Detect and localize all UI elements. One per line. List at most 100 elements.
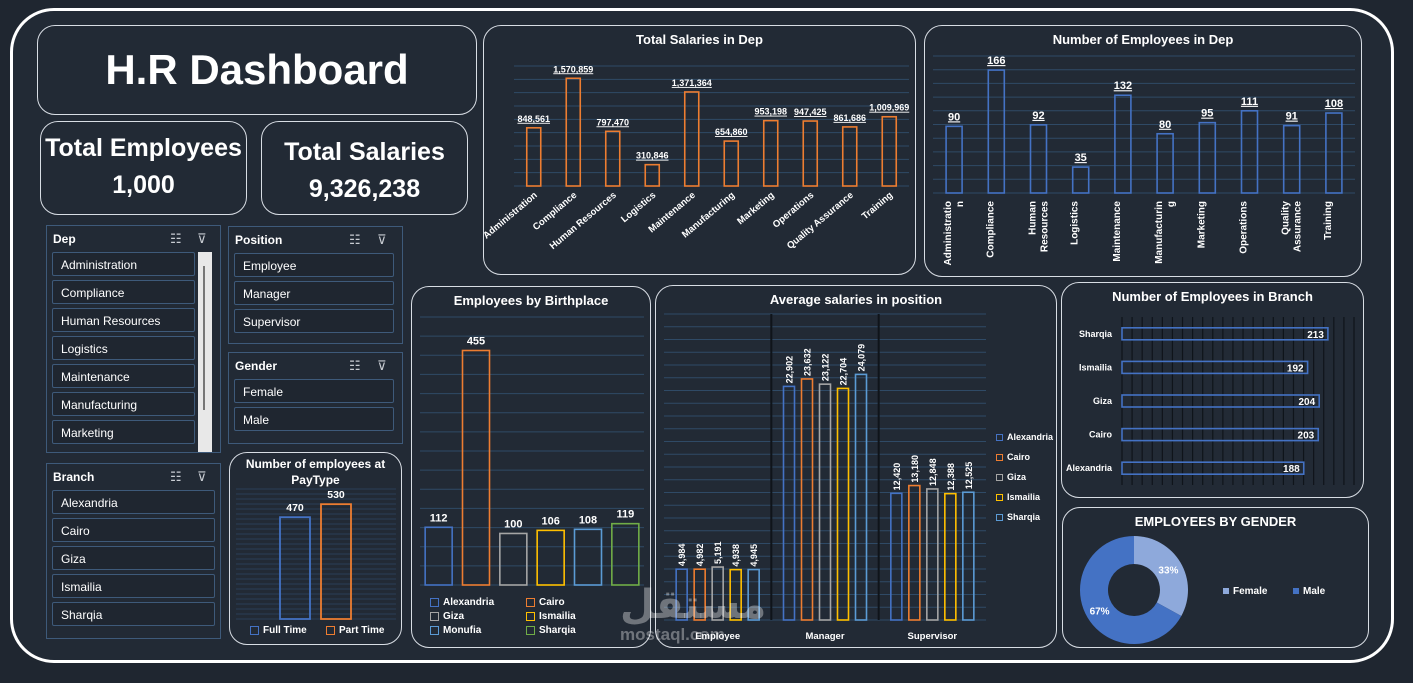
slicer-item-manufacturing[interactable]: Manufacturing xyxy=(52,392,195,416)
bar xyxy=(565,77,582,187)
tick-label: Quality Assurance xyxy=(785,190,856,252)
slicer-item-ismailia[interactable]: Ismailia xyxy=(52,574,215,598)
legend-label: Monufia xyxy=(443,625,482,636)
tick-label: Operations xyxy=(1239,201,1250,254)
data-label: 92 xyxy=(1032,110,1044,122)
legend-item: Part Time xyxy=(326,625,384,636)
chart-salaries-dep: 848,561Administration1,570,859Compliance… xyxy=(484,64,909,252)
legend-swatch xyxy=(526,597,535,607)
legend-swatch xyxy=(996,494,1003,502)
kpi-total-salaries: Total Salaries 9,326,238 xyxy=(261,121,468,215)
watermark: مستقل mostaql.com xyxy=(620,585,766,645)
tick-label-line: Administratio xyxy=(943,201,954,265)
panel-paytype: Number of employees at PayType 470 530 Fu… xyxy=(229,452,402,645)
data-label: 119 xyxy=(616,509,634,521)
slicer-item-giza[interactable]: Giza xyxy=(52,546,215,570)
tick-label-line: g xyxy=(1166,201,1177,207)
panel-branch: Number of Employees in Branch 213 Sharqia… xyxy=(1061,282,1364,498)
slicer-item-supervisor[interactable]: Supervisor xyxy=(234,309,394,333)
slicer-item-male[interactable]: Male xyxy=(234,407,394,431)
legend-swatch xyxy=(1223,588,1229,595)
page-title: H.R Dashboard xyxy=(105,46,409,93)
title-panel: H.R Dashboard xyxy=(37,25,477,115)
legend-swatch xyxy=(996,434,1003,442)
legend-swatch xyxy=(996,454,1003,462)
pie-slice xyxy=(1080,536,1182,644)
chart-title: Employees by Birthplace xyxy=(453,293,609,308)
chart-title: Number of employees at PayType xyxy=(245,457,386,487)
bar xyxy=(461,349,491,586)
legend-swatch xyxy=(250,625,259,635)
multi-select-icon[interactable]: ☷ xyxy=(170,231,182,246)
legend-swatch xyxy=(1293,588,1299,595)
bar xyxy=(782,385,796,621)
clear-filter-icon[interactable]: ⊽ xyxy=(197,231,207,246)
slicer-item-cairo[interactable]: Cairo xyxy=(52,518,215,542)
bar xyxy=(1325,112,1343,194)
kpi-salaries-label: Total Salaries xyxy=(284,138,445,166)
tick-label-line: Compliance xyxy=(985,201,996,258)
data-label: 213 xyxy=(1307,330,1324,341)
clear-filter-icon[interactable]: ⊽ xyxy=(197,469,207,484)
bar xyxy=(945,125,963,194)
data-label: 100 xyxy=(504,518,522,530)
bar xyxy=(525,127,542,187)
bar xyxy=(747,568,760,621)
kpi-employees-value: 1,000 xyxy=(112,171,175,199)
legend-label: Ismailia xyxy=(1007,492,1041,502)
legend-item: Giza xyxy=(430,611,464,622)
data-label: 310,846 xyxy=(636,151,669,161)
slicer-item-compliance[interactable]: Compliance xyxy=(52,280,195,304)
tick-label: Giza xyxy=(1093,396,1113,406)
tick-label-line: Quality xyxy=(1281,201,1292,235)
bar xyxy=(987,69,1006,194)
tick-label: Cairo xyxy=(1089,430,1113,440)
slicer-dep: Dep ☷ ⊽ Administration Compliance Human Re… xyxy=(46,225,221,453)
bar xyxy=(279,516,311,620)
data-label: 111 xyxy=(1241,96,1258,108)
data-label: 203 xyxy=(1298,431,1315,442)
slicer-item-employee[interactable]: Employee xyxy=(234,253,394,277)
multi-select-icon[interactable]: ☷ xyxy=(349,232,361,247)
bar xyxy=(1282,124,1301,194)
bar xyxy=(1121,360,1309,375)
data-label: 12,420 xyxy=(892,463,902,491)
bar xyxy=(320,503,352,620)
panel-avg-position: Average salaries in position 4,984 4,982 5… xyxy=(655,285,1057,648)
slicer-item-human-resources[interactable]: Human Resources xyxy=(52,308,195,332)
data-label: 91 xyxy=(1286,111,1298,123)
clear-filter-icon[interactable]: ⊽ xyxy=(377,232,387,247)
slicer-item-administration[interactable]: Administration xyxy=(52,252,195,276)
multi-select-icon[interactable]: ☷ xyxy=(349,358,361,373)
slicer-item-logistics[interactable]: Logistics xyxy=(52,336,195,360)
slicer-item-sharqia[interactable]: Sharqia xyxy=(52,602,215,626)
bar xyxy=(683,91,700,187)
tick-label: Human Resources xyxy=(548,190,619,252)
tick-label: QualityAssurance xyxy=(1281,201,1304,253)
legend-item: Cairo xyxy=(526,597,565,608)
bar xyxy=(711,566,724,621)
tick-label-line: Resources xyxy=(1040,201,1051,253)
tick-label: Logistics xyxy=(619,190,658,225)
data-label: 108 xyxy=(579,514,597,526)
clear-filter-icon[interactable]: ⊽ xyxy=(377,358,387,373)
watermark-latin: mostaql.com xyxy=(620,625,725,644)
data-label: 192 xyxy=(1287,363,1304,374)
slicer-item-female[interactable]: Female xyxy=(234,379,394,403)
chart-birthplace: 112 455 100 106 108 119 xyxy=(420,316,644,586)
slicer-scrollbar[interactable] xyxy=(198,252,212,452)
tick-label: HumanResources xyxy=(1028,201,1051,253)
slicer-item-marketing[interactable]: Marketing xyxy=(52,420,195,444)
slicer-item-alexandria[interactable]: Alexandria xyxy=(52,490,215,514)
panel-salaries-dep: Total Salaries in Dep 848,561 Administrat… xyxy=(483,25,916,275)
legend-item: Giza xyxy=(996,472,1026,482)
slicer-item-manager[interactable]: Manager xyxy=(234,281,394,305)
slicer-item-maintenance[interactable]: Maintenance xyxy=(52,364,195,388)
kpi-employees-label: Total Employees xyxy=(45,134,242,162)
multi-select-icon[interactable]: ☷ xyxy=(170,469,182,484)
chart-paytype: 470 530 xyxy=(236,488,396,620)
tick-label: Alexandria xyxy=(1066,463,1113,473)
legend-label: Alexandria xyxy=(443,597,495,608)
bar xyxy=(962,491,975,621)
scrollbar-thumb[interactable] xyxy=(203,266,205,410)
